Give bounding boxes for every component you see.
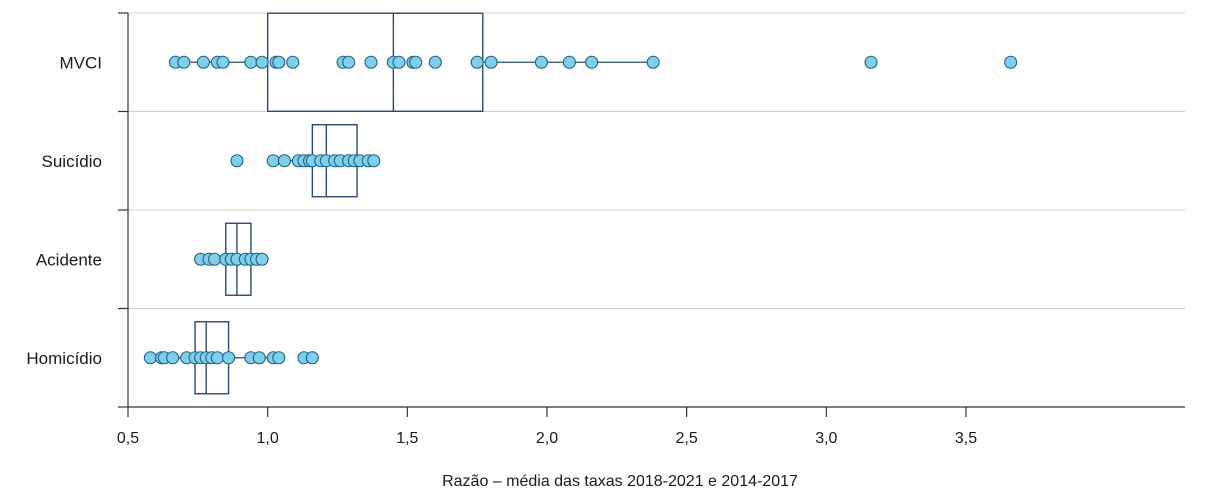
category-1-point xyxy=(562,55,576,69)
category-1-point xyxy=(392,55,406,69)
category-2-point xyxy=(367,154,381,168)
category-label: Acidente xyxy=(36,250,102,269)
category-1-point xyxy=(646,55,660,69)
x-tick-label: 1,0 xyxy=(257,430,279,447)
x-axis-title: Razão – média das taxas 2018-2021 e 2014… xyxy=(442,473,798,490)
category-1-point xyxy=(409,55,423,69)
category-label: Homicídio xyxy=(26,349,102,368)
category-1-point xyxy=(244,55,258,69)
x-tick-label: 3,0 xyxy=(815,430,837,447)
category-1-point xyxy=(428,55,442,69)
axis-layer xyxy=(118,12,1185,417)
category-1-point xyxy=(484,55,498,69)
category-1-point xyxy=(534,55,548,69)
category-4-point xyxy=(252,351,266,365)
category-1-point xyxy=(864,55,878,69)
x-tick-label: 3,5 xyxy=(955,430,977,447)
category-1-point xyxy=(196,55,210,69)
category-4-point xyxy=(222,351,236,365)
category-1-point xyxy=(286,55,300,69)
category-1-point xyxy=(216,55,230,69)
category-1-point xyxy=(1004,55,1018,69)
box-layer xyxy=(150,12,654,395)
category-4-point xyxy=(210,351,224,365)
category-3-point xyxy=(255,252,269,266)
x-tick-label: 2,5 xyxy=(676,430,698,447)
category-2-point xyxy=(277,154,291,168)
category-1-point xyxy=(342,55,356,69)
category-3-point xyxy=(208,252,222,266)
x-tick-label: 0,5 xyxy=(117,430,139,447)
category-2-point xyxy=(230,154,244,168)
category-label: Suicídio xyxy=(42,152,102,171)
category-1-point xyxy=(364,55,378,69)
category-2-point xyxy=(266,154,280,168)
x-tick-label: 1,5 xyxy=(396,430,418,447)
x-tick-label: 2,0 xyxy=(536,430,558,447)
category-4-point xyxy=(166,351,180,365)
category-label: MVCI xyxy=(60,53,103,72)
category-1-point xyxy=(272,55,286,69)
category-4-point xyxy=(272,351,286,365)
category-4-point xyxy=(305,351,319,365)
category-1-point xyxy=(177,55,191,69)
category-1-point xyxy=(255,55,269,69)
category-1-point xyxy=(585,55,599,69)
label-layer: 0,5 1,0 1,5 2,0 2,5 3,0 3,5 MVCI Suicídio Acident… xyxy=(26,53,977,447)
category-1-point xyxy=(470,55,484,69)
point-layer xyxy=(143,55,1018,365)
category-4-point xyxy=(143,351,157,365)
